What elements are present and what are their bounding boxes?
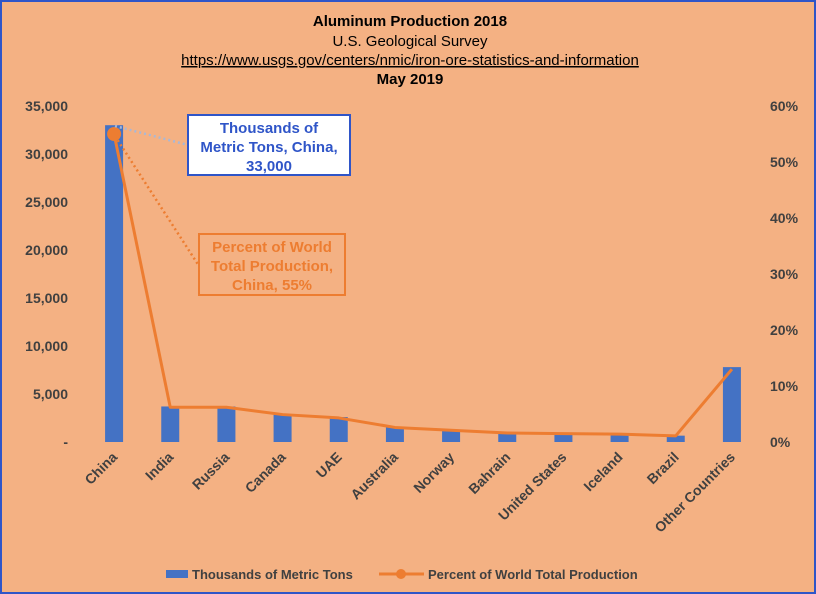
callout-percent-leader [113,135,201,267]
percent-line [112,133,734,438]
y-left-tick-label: 15,000 [25,290,68,306]
y-axis-left: - 5,000 10,000 15,000 20,000 25,000 30,000 35,0… [25,98,68,450]
x-tick-label: Russia [189,449,233,493]
legend-line-marker [396,569,406,579]
bar-series [105,125,741,442]
bar-australia [385,426,404,442]
legend-line-label: Percent of World Total Production [428,567,638,582]
callout-percent: Percent of World Total Production, China… [113,135,346,296]
chart-title: Aluminum Production 2018 [313,13,507,30]
bar-canada [273,414,292,442]
callout-percent-line1: Percent of World [212,239,332,256]
x-tick-label: Brazil [644,449,682,487]
bar-iceland [610,433,629,442]
x-tick-label: Bahrain [465,449,513,497]
bar-united-states [554,433,573,442]
y-right-tick-label: 10% [770,378,799,394]
x-tick-label: China [81,449,120,488]
x-tick-label: India [142,449,177,484]
source-link[interactable]: https://www.usgs.gov/centers/nmic/iron-o… [181,52,639,69]
bar-india [161,406,180,442]
bar-brazil [666,435,685,442]
callout-tons-box [187,114,351,176]
y-axis-right: 0% 10% 20% 30% 40% 50% 60% [770,98,799,450]
y-right-tick-label: 40% [770,210,799,226]
y-left-tick-label: 20,000 [25,242,68,258]
legend: Thousands of Metric Tons Percent of Worl… [166,567,638,582]
callout-tons-leader [114,124,189,147]
legend-bar-label: Thousands of Metric Tons [192,567,353,582]
bar-norway [442,429,461,442]
line-point-china [107,127,122,141]
x-tick-label: Australia [347,449,401,503]
bar-china [105,125,124,442]
x-axis: China India Russia Canada UAE Australia Norway… [81,449,738,536]
y-left-tick-label: 35,000 [25,98,68,114]
y-left-tick-label: 25,000 [25,194,68,210]
y-left-tick-label: - [63,434,68,450]
callout-percent-line3: China, 55% [232,277,312,294]
legend-bar-swatch [166,570,188,578]
callout-percent-line2: Total Production, [211,258,333,275]
x-tick-label: Norway [410,449,457,496]
x-tick-label: UAE [313,449,345,481]
y-right-tick-label: 20% [770,322,799,338]
y-left-tick-label: 5,000 [33,386,68,402]
bar-uae [329,417,348,442]
callout-tons: Thousands of Metric Tons, China, 33,000 [114,114,351,176]
chart-date: May 2019 [377,71,444,88]
callout-tons-line3: 33,000 [246,158,292,175]
x-tick-label: Canada [242,449,289,496]
y-left-tick-label: 10,000 [25,338,68,354]
bar-bahrain [498,432,517,442]
line-series [107,127,734,438]
callout-tons-line2: Metric Tons, China, [200,139,337,156]
callout-percent-box [198,233,346,296]
y-left-tick-label: 30,000 [25,146,68,162]
bar-russia [217,406,236,442]
chart-subtitle: U.S. Geological Survey [332,33,488,50]
bar-other-countries [722,367,741,442]
x-tick-label: Iceland [580,449,625,494]
callout-tons-line1: Thousands of [220,120,319,137]
y-right-tick-label: 0% [770,434,791,450]
y-right-tick-label: 30% [770,266,799,282]
y-right-tick-label: 50% [770,154,799,170]
y-right-tick-label: 60% [770,98,799,114]
